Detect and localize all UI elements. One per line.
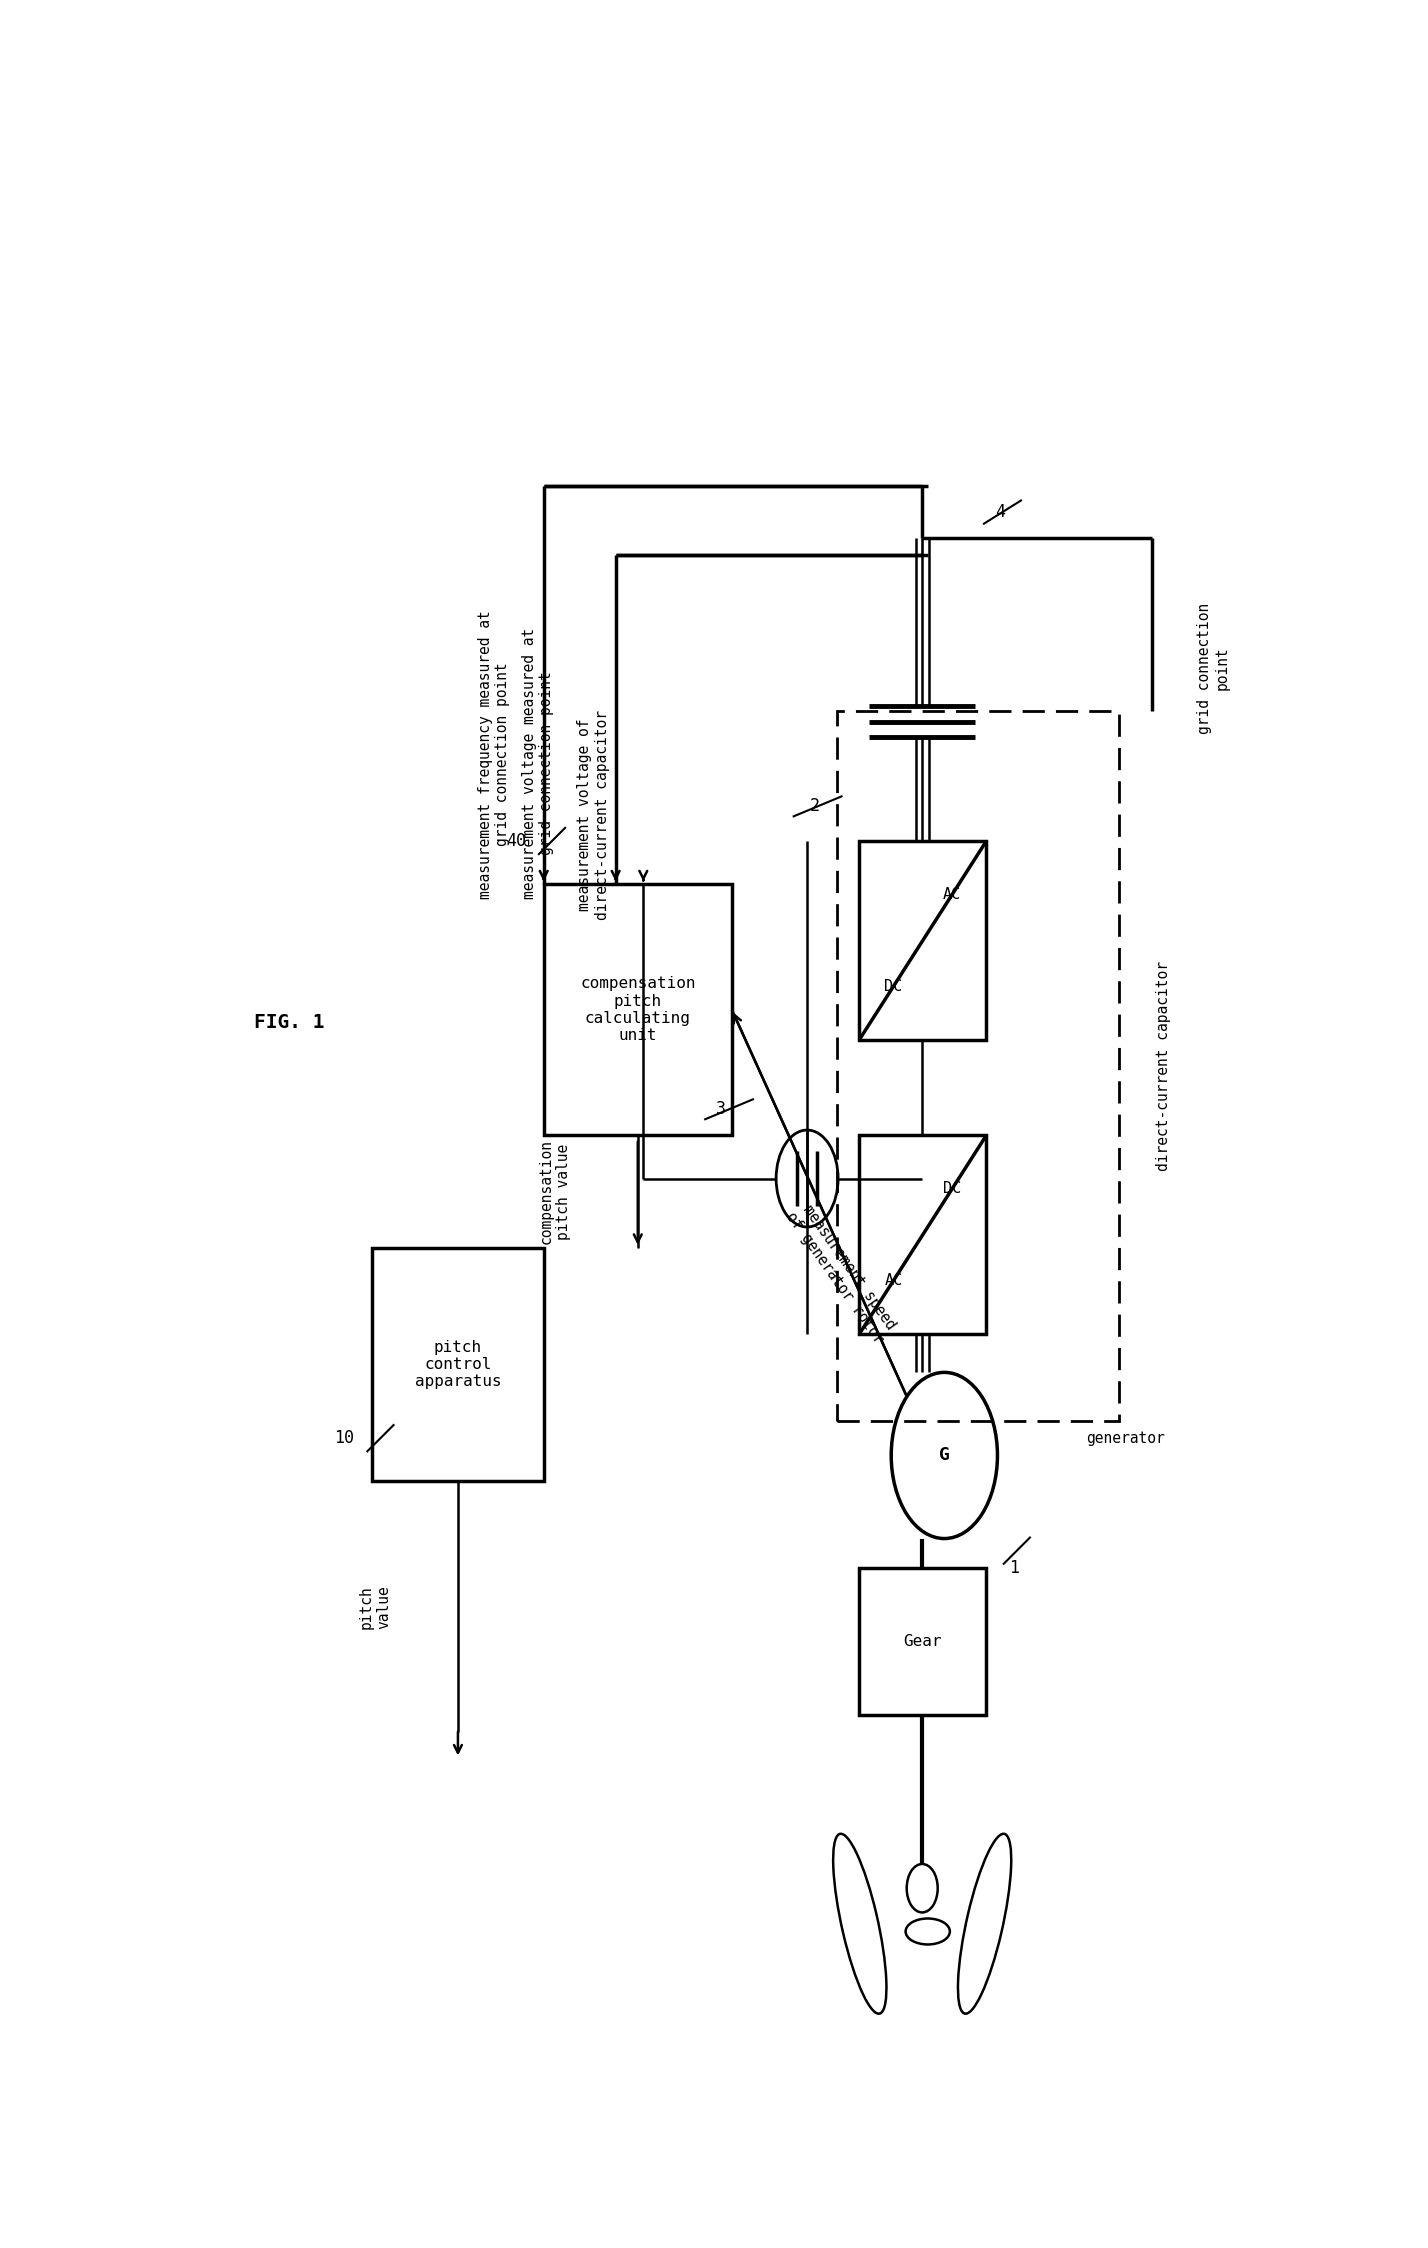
- Text: measurement frequency measured at
grid connection point: measurement frequency measured at grid c…: [478, 609, 510, 899]
- Text: 2: 2: [810, 798, 820, 816]
- Text: direct-current capacitor: direct-current capacitor: [1155, 960, 1171, 1171]
- Text: G: G: [938, 1445, 950, 1463]
- Text: 3: 3: [715, 1099, 725, 1117]
- Text: DC: DC: [884, 978, 902, 994]
- Text: AC: AC: [942, 888, 961, 901]
- Text: measurement voltage measured at
grid connection point: measurement voltage measured at grid con…: [523, 627, 554, 899]
- Text: 10: 10: [334, 1430, 354, 1448]
- Bar: [860, 1135, 987, 1335]
- Text: grid connection
point: grid connection point: [1197, 602, 1230, 733]
- Text: measurement speed
of generator rotor: measurement speed of generator rotor: [783, 1198, 900, 1347]
- Text: measurement voltage of
direct-current capacitor: measurement voltage of direct-current ca…: [577, 710, 610, 919]
- Text: Gear: Gear: [904, 1634, 942, 1650]
- Bar: [860, 1569, 987, 1715]
- Text: 40: 40: [506, 832, 526, 850]
- Text: generator: generator: [1087, 1430, 1165, 1445]
- Bar: [860, 841, 987, 1041]
- Bar: [544, 883, 733, 1135]
- Text: DC: DC: [942, 1182, 961, 1196]
- Bar: [373, 1248, 544, 1481]
- Text: FIG. 1: FIG. 1: [254, 1014, 324, 1032]
- Text: 1: 1: [1010, 1558, 1020, 1578]
- Text: pitch
value: pitch value: [358, 1585, 391, 1630]
- Bar: [837, 710, 1120, 1421]
- Text: compensation
pitch
calculating
unit: compensation pitch calculating unit: [580, 976, 695, 1043]
- Text: compensation
pitch value: compensation pitch value: [538, 1140, 571, 1243]
- Text: AC: AC: [884, 1272, 902, 1288]
- Text: 4: 4: [995, 504, 1005, 522]
- Text: pitch
control
apparatus: pitch control apparatus: [414, 1340, 501, 1389]
